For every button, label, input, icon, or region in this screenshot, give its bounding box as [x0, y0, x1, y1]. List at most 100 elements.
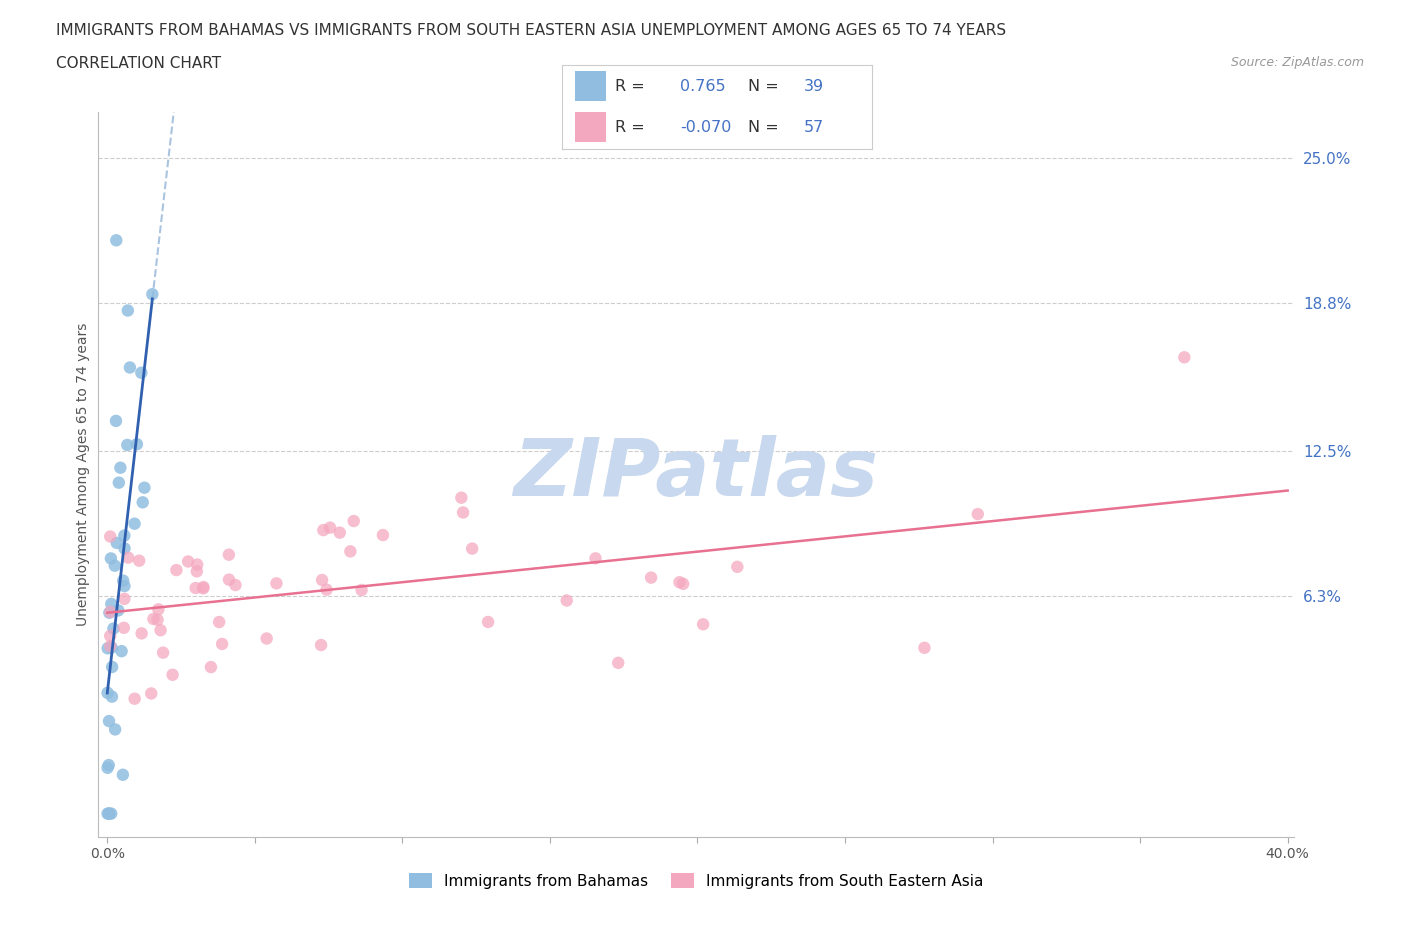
Point [112, 620, 135, 635]
Point [131, 495, 153, 510]
Point [309, 638, 332, 653]
Point [218, 547, 240, 562]
Point [98, 713, 121, 728]
Point [128, 553, 150, 568]
Point [134, 480, 156, 495]
Point [312, 523, 335, 538]
Point [98, 639, 121, 654]
Point [98, 605, 121, 620]
Point [208, 615, 231, 630]
Text: CORRELATION CHART: CORRELATION CHART [56, 56, 221, 71]
Point [97, 641, 120, 656]
Point [177, 554, 200, 569]
Text: N =: N = [748, 120, 779, 135]
Point [193, 579, 215, 594]
Point [311, 573, 333, 588]
Point [98, 806, 121, 821]
Text: R =: R = [614, 120, 645, 135]
Bar [575, 71, 606, 101]
Text: N =: N = [748, 78, 779, 94]
Point [329, 525, 352, 540]
Point [461, 541, 484, 556]
Point [152, 645, 174, 660]
Point [319, 520, 342, 535]
Point [112, 573, 135, 588]
Text: IMMIGRANTS FROM BAHAMAS VS IMMIGRANTS FROM SOUTH EASTERN ASIA UNEMPLOYMENT AMONG: IMMIGRANTS FROM BAHAMAS VS IMMIGRANTS FR… [56, 23, 1007, 38]
Point [110, 644, 132, 658]
Point [114, 578, 136, 593]
Point [98, 529, 121, 544]
Point [141, 286, 163, 301]
Point [114, 541, 136, 556]
Point [110, 460, 132, 475]
Point [725, 559, 748, 574]
Point [966, 507, 988, 522]
Point [100, 806, 122, 821]
Point [107, 603, 129, 618]
Point [131, 626, 153, 641]
Point [141, 686, 163, 701]
Point [224, 578, 246, 592]
Point [124, 516, 146, 531]
Point [100, 551, 122, 565]
Point [101, 659, 124, 674]
Point [97, 685, 120, 700]
Point [193, 581, 215, 596]
Point [117, 437, 139, 452]
Point [97, 758, 120, 773]
Y-axis label: Unemployment Among Ages 65 to 74 years: Unemployment Among Ages 65 to 74 years [76, 323, 90, 626]
Point [105, 232, 128, 247]
Text: -0.070: -0.070 [681, 120, 731, 135]
Point [218, 572, 240, 587]
Point [98, 629, 121, 644]
Point [585, 551, 607, 565]
Point [108, 475, 131, 490]
Point [186, 564, 208, 578]
Point [350, 582, 373, 597]
Text: 0.765: 0.765 [681, 78, 725, 94]
Point [607, 656, 630, 671]
Point [371, 527, 394, 542]
Point [266, 576, 288, 591]
Text: 57: 57 [804, 120, 824, 135]
Point [450, 490, 472, 505]
Point [104, 414, 127, 429]
Point [142, 612, 165, 627]
Point [672, 577, 695, 591]
Point [98, 806, 121, 821]
Point [104, 722, 127, 737]
Text: ZIPatlas: ZIPatlas [513, 435, 879, 513]
Point [100, 640, 122, 655]
Point [1173, 350, 1195, 365]
Point [117, 551, 139, 565]
Point [112, 591, 135, 606]
Point [146, 612, 169, 627]
Point [124, 691, 146, 706]
Point [148, 602, 170, 617]
Point [211, 636, 233, 651]
Text: Source: ZipAtlas.com: Source: ZipAtlas.com [1230, 56, 1364, 69]
Point [451, 505, 474, 520]
Point [692, 617, 714, 631]
Point [477, 615, 499, 630]
Point [112, 528, 135, 543]
Bar [575, 112, 606, 142]
Point [97, 761, 120, 776]
Point [101, 689, 124, 704]
Legend: Immigrants from Bahamas, Immigrants from South Eastern Asia: Immigrants from Bahamas, Immigrants from… [402, 867, 990, 895]
Point [256, 631, 278, 646]
Point [162, 668, 184, 683]
Text: R =: R = [614, 78, 645, 94]
Text: 39: 39 [804, 78, 824, 94]
Point [104, 558, 127, 573]
Point [339, 544, 361, 559]
Point [100, 596, 122, 611]
Point [125, 437, 148, 452]
Point [555, 593, 578, 608]
Point [131, 365, 153, 380]
Point [343, 513, 366, 528]
Point [912, 641, 935, 656]
Point [149, 623, 172, 638]
Point [111, 767, 134, 782]
Point [97, 806, 120, 821]
